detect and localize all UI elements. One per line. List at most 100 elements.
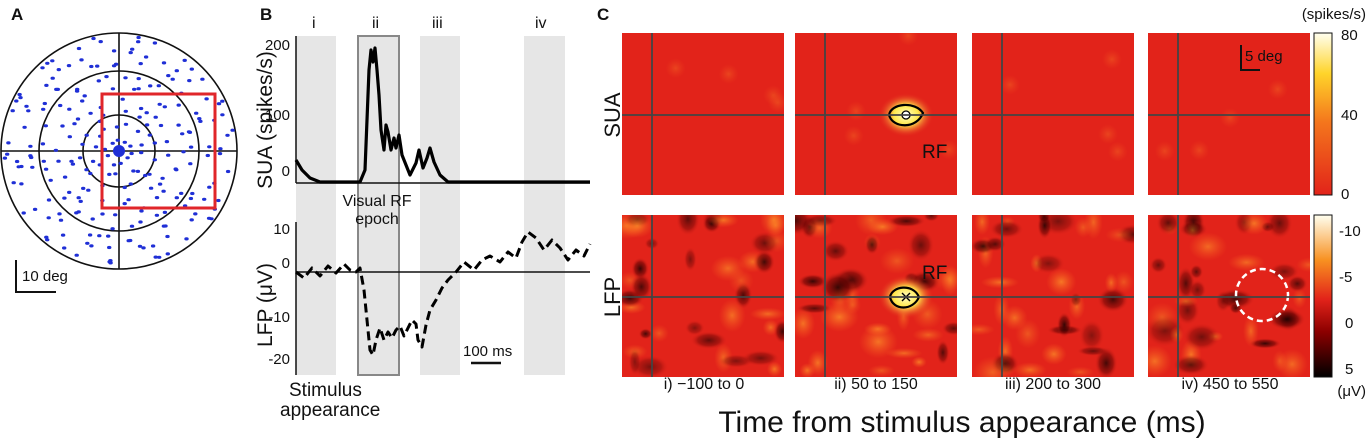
epoch-label-iii: iii	[432, 15, 443, 32]
sua-colorbar-tick-40: 40	[1341, 107, 1358, 124]
rf-center-dot	[76, 196, 81, 200]
rf-center-dot	[56, 68, 61, 72]
rf-center-dot	[91, 36, 96, 41]
rf-center-dot	[137, 244, 143, 248]
rf-center-dot	[143, 173, 148, 178]
rf-center-dot	[82, 94, 87, 98]
rf-center-dot	[42, 101, 47, 106]
rf-center-dot	[78, 199, 83, 203]
rf-center-dot	[41, 107, 46, 111]
rf-center-dot	[206, 216, 212, 220]
rf-center-dot	[77, 156, 83, 160]
rf-center-dot	[50, 76, 55, 80]
rf-label-lfp: RF	[922, 263, 947, 284]
rf-center-dot	[19, 182, 24, 186]
rf-center-dot	[225, 169, 231, 174]
rf-center-dot	[80, 99, 85, 103]
sua-tick-100: 100	[265, 107, 290, 124]
rf-center-dot	[102, 147, 108, 151]
rf-center-dot	[152, 158, 157, 162]
rf-center-dot	[157, 182, 163, 186]
rf-center-dot	[220, 99, 225, 103]
rf-center-dot	[165, 234, 170, 239]
rf-center-dot	[113, 172, 118, 176]
rf-center-dot	[84, 168, 89, 172]
rf-center-dot	[43, 124, 48, 128]
rf-center-dot	[207, 185, 212, 189]
rf-center-dot	[72, 122, 77, 126]
rf-epoch-label-line1: Visual RF	[342, 193, 411, 210]
rf-center-dot	[129, 224, 135, 228]
column-label-i: i) −100 to 0	[664, 376, 745, 393]
sua-y-label: SUA (spikes/s)	[254, 51, 277, 189]
rf-center-dot	[67, 190, 72, 194]
rf-center-dot	[156, 84, 161, 88]
heatmap-lfp-3	[972, 215, 1134, 377]
rf-center-dot	[100, 212, 105, 216]
rf-center-dot	[128, 182, 133, 186]
rf-center-dot	[118, 161, 123, 165]
rf-center-dot	[137, 115, 142, 119]
rf-center-dot	[58, 218, 64, 222]
rf-center-dot	[81, 186, 86, 190]
rf-center-dot	[161, 189, 166, 193]
rf-center-dot	[61, 246, 67, 250]
rf-center-dot	[104, 75, 109, 79]
panel-b: B i ii iii iv 200 100 0 SUA (spikes/s) V…	[250, 0, 600, 439]
rf-center-dot	[144, 123, 150, 127]
rf-center-dot	[123, 122, 129, 126]
rf-center-dot	[188, 162, 193, 166]
rf-center-dot	[141, 246, 146, 250]
rf-center-dot	[123, 76, 128, 80]
rf-center-dot	[40, 66, 45, 70]
rf-center-dot	[170, 77, 175, 81]
rf-center-dot	[106, 234, 111, 238]
rf-center-dot	[45, 61, 50, 65]
rf-center-dot	[128, 144, 133, 148]
space-scale-bar	[1240, 45, 1260, 71]
rf-center-dot	[122, 202, 127, 206]
epoch-label-iv: iv	[535, 15, 547, 32]
rf-center-dot	[190, 191, 195, 196]
rf-center-dot	[135, 169, 141, 173]
rf-center-dot	[216, 102, 222, 106]
sua-tick-200: 200	[265, 37, 290, 54]
time-scale-label: 100 ms	[463, 343, 512, 360]
rf-label-sua: RF	[922, 142, 947, 163]
rf-center-dot	[147, 172, 152, 176]
rf-center-dot	[173, 167, 178, 171]
lfp-tick-minus20: -20	[268, 351, 290, 368]
rf-center-dot	[122, 140, 128, 144]
rf-center-dot	[136, 35, 141, 40]
rf-center-dot	[80, 142, 85, 146]
rf-center-dot	[62, 175, 68, 179]
panel-b-letter: B	[260, 5, 273, 24]
rf-center-dot	[90, 159, 96, 163]
epoch-band-i	[296, 36, 336, 375]
heatmap-lfp-1	[622, 215, 784, 377]
rf-center-dot	[44, 83, 49, 87]
panel-c: C	[597, 0, 1367, 439]
rf-center-dot	[126, 198, 131, 202]
rf-center-dot	[105, 154, 111, 158]
rf-center-dot	[184, 237, 189, 241]
lfp-colorbar	[1313, 214, 1333, 378]
rf-center-dot	[60, 124, 65, 128]
rf-center-dot	[200, 77, 205, 81]
heatmap-lfp-2	[795, 215, 957, 377]
rf-center-dot	[147, 133, 152, 137]
rf-center-dot	[189, 218, 194, 222]
rf-center-dot	[129, 151, 134, 156]
rf-center-dot	[122, 185, 127, 190]
rf-center-dot	[10, 109, 15, 113]
heatmap-sua-1	[622, 33, 784, 195]
rf-center-dot	[95, 64, 100, 68]
rf-center-dot	[123, 109, 128, 113]
rf-center-dot	[55, 87, 60, 91]
rf-center-dot	[130, 47, 135, 51]
rf-center-dot	[26, 109, 31, 113]
panel-c-letter: C	[597, 5, 610, 24]
rf-center-dot	[14, 159, 20, 164]
rf-center-dot	[22, 125, 27, 129]
rf-center-dot	[74, 253, 79, 257]
